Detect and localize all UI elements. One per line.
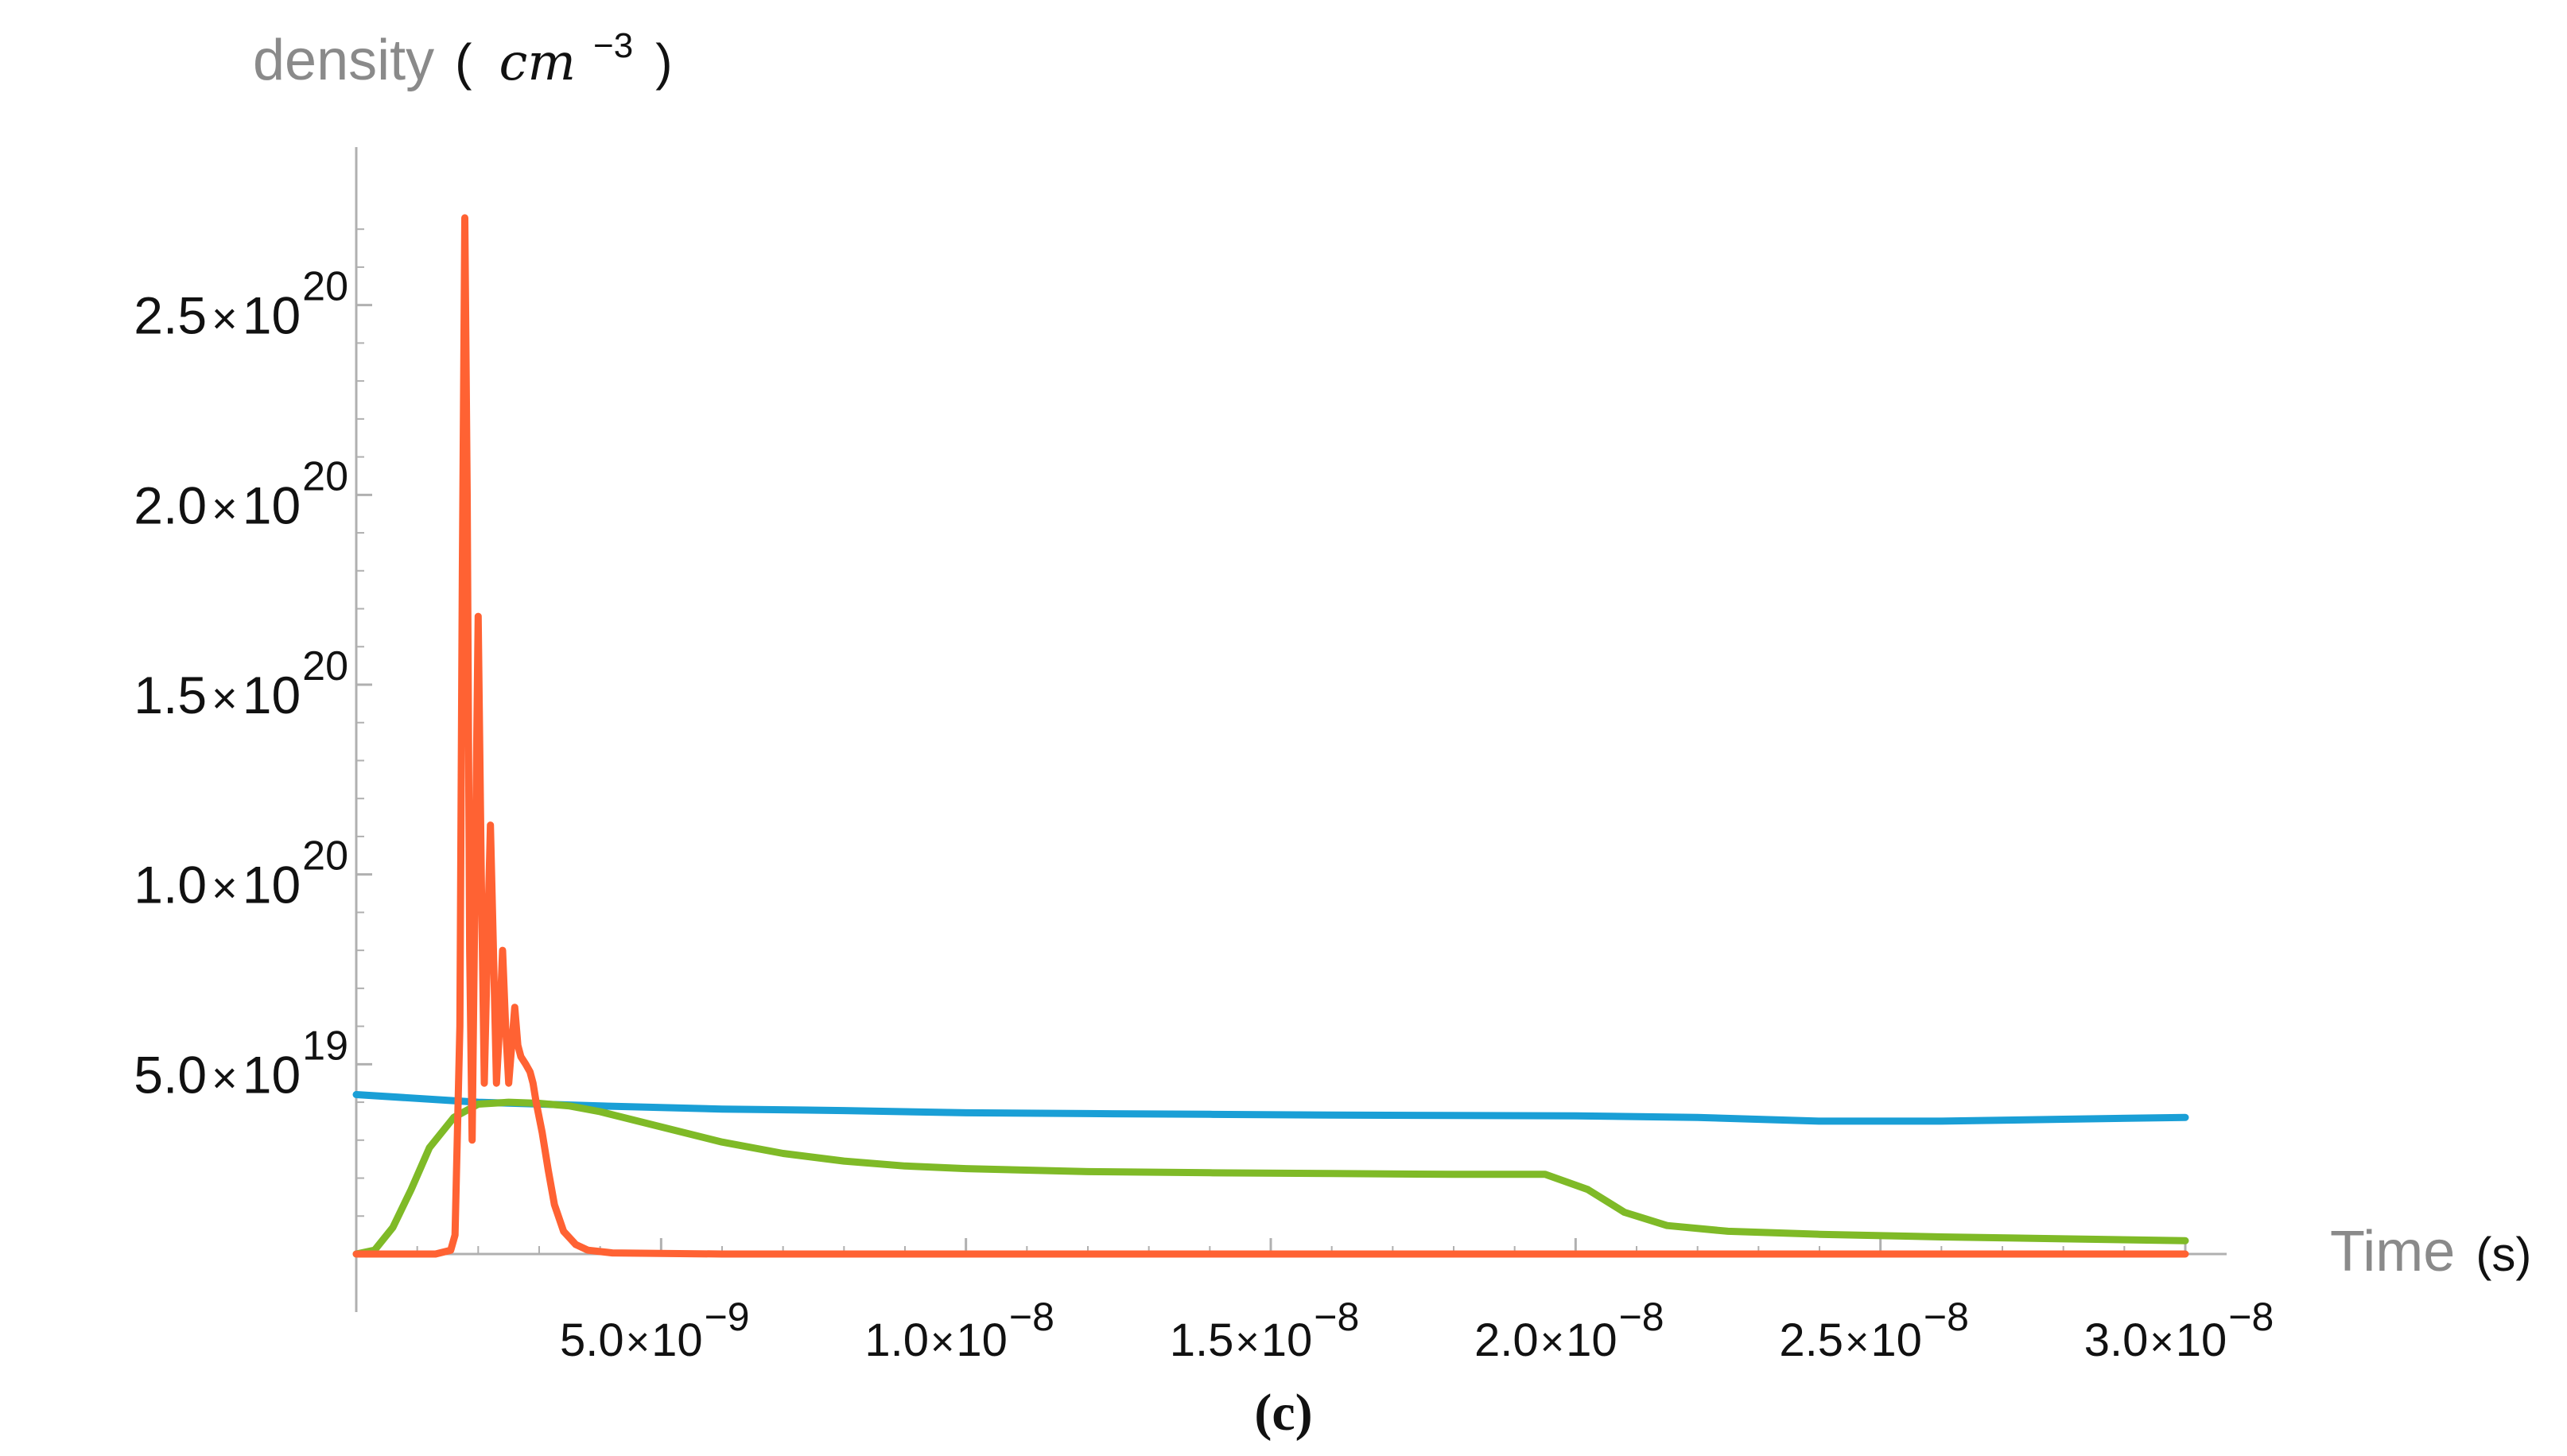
x-tick-exponent: −8 bbox=[1009, 1295, 1054, 1339]
x-tick-times: × bbox=[1235, 1319, 1259, 1365]
x-minor-ticks bbox=[416, 1246, 2126, 1254]
x-tick-base: 10 bbox=[2176, 1314, 2227, 1366]
x-tick-label: 5.0×10−9 bbox=[560, 1295, 750, 1366]
y-tick-exponent: 20 bbox=[302, 643, 348, 689]
x-tick-times: × bbox=[626, 1319, 650, 1365]
y-tick-mantissa: 2.5 bbox=[134, 286, 207, 345]
y-tick-base: 10 bbox=[243, 1045, 301, 1104]
y-tick-label: 1.0 ×1020 bbox=[134, 833, 348, 914]
x-tick-times: × bbox=[930, 1319, 954, 1365]
x-tick-mantissa: 3.0 bbox=[2084, 1314, 2149, 1366]
y-axis-unit-open: ( bbox=[455, 33, 472, 91]
y-tick-base: 10 bbox=[243, 666, 301, 724]
x-tick-base: 10 bbox=[651, 1314, 703, 1366]
y-tick-times: × bbox=[212, 293, 238, 344]
x-axis-unit: (s) bbox=[2476, 1228, 2531, 1281]
y-tick-times: × bbox=[212, 483, 238, 533]
y-minor-ticks bbox=[356, 228, 364, 1217]
x-tick-times: × bbox=[1845, 1319, 1869, 1365]
y-tick-mantissa: 1.0 bbox=[134, 856, 207, 914]
x-tick-mantissa: 5.0 bbox=[560, 1314, 624, 1366]
x-axis-title: Time (s) bbox=[2330, 1220, 2531, 1283]
y-axis-unit-base: cm bbox=[499, 33, 576, 92]
x-tick-label: 2.5×10−8 bbox=[1779, 1295, 1969, 1366]
x-tick-exponent: −8 bbox=[1924, 1295, 1969, 1339]
x-ticks: 5.0×10−9 1.0×10−8 1.5×10−8 2.0×10−8 2.5×10−8… bbox=[560, 1238, 2274, 1366]
x-tick-exponent: −8 bbox=[1619, 1295, 1664, 1339]
x-tick-base: 10 bbox=[1870, 1314, 1922, 1366]
x-tick-mantissa: 1.0 bbox=[864, 1314, 929, 1366]
y-tick-label: 1.5 ×1020 bbox=[134, 643, 348, 724]
green-series-line bbox=[352, 1098, 2189, 1258]
x-tick-times: × bbox=[1540, 1319, 1564, 1365]
y-axis-unit-close: ) bbox=[655, 33, 672, 91]
x-tick-exponent: −9 bbox=[705, 1295, 750, 1339]
x-tick-exponent: −8 bbox=[1314, 1295, 1359, 1339]
y-tick-mantissa: 5.0 bbox=[134, 1045, 207, 1104]
y-tick-base: 10 bbox=[243, 856, 301, 914]
blue-series-line bbox=[352, 1091, 2189, 1125]
x-tick-label: 1.0×10−8 bbox=[864, 1295, 1054, 1366]
x-tick-label: 1.5×10−8 bbox=[1170, 1295, 1360, 1366]
y-tick-times: × bbox=[212, 1052, 238, 1102]
y-tick-base: 10 bbox=[243, 476, 301, 534]
y-tick-mantissa: 2.0 bbox=[134, 476, 207, 534]
y-tick-times: × bbox=[212, 673, 238, 723]
y-tick-label: 5.0 ×1019 bbox=[134, 1023, 348, 1104]
y-tick-exponent: 19 bbox=[302, 1023, 348, 1069]
x-tick-base: 10 bbox=[956, 1314, 1008, 1366]
y-tick-exponent: 20 bbox=[302, 453, 348, 499]
y-tick-exponent: 20 bbox=[302, 264, 348, 310]
figure-caption: (c) bbox=[1254, 1384, 1312, 1442]
x-tick-mantissa: 2.0 bbox=[1474, 1314, 1539, 1366]
x-tick-label: 2.0×10−8 bbox=[1474, 1295, 1664, 1366]
x-axis-word: Time bbox=[2330, 1220, 2455, 1283]
y-axis-title: density ( cm −3 ) bbox=[253, 6, 673, 92]
x-tick-exponent: −8 bbox=[2228, 1295, 2274, 1339]
y-tick-label: 2.5 ×1020 bbox=[134, 264, 348, 345]
x-tick-label: 3.0×10−8 bbox=[2084, 1295, 2274, 1366]
y-tick-label: 2.0 ×1020 bbox=[134, 453, 348, 534]
y-axis-word: density bbox=[253, 29, 434, 92]
y-tick-times: × bbox=[212, 863, 238, 913]
series-layer bbox=[352, 214, 2189, 1258]
y-tick-base: 10 bbox=[243, 286, 301, 345]
x-tick-mantissa: 2.5 bbox=[1779, 1314, 1843, 1366]
y-axis-unit-exp: −3 bbox=[593, 26, 633, 65]
x-tick-times: × bbox=[2150, 1319, 2173, 1365]
orange-series-line bbox=[352, 214, 2189, 1258]
x-tick-base: 10 bbox=[1566, 1314, 1617, 1366]
x-tick-mantissa: 1.5 bbox=[1170, 1314, 1234, 1366]
y-tick-exponent: 20 bbox=[302, 833, 348, 879]
y-tick-mantissa: 1.5 bbox=[134, 666, 207, 724]
x-tick-base: 10 bbox=[1261, 1314, 1313, 1366]
